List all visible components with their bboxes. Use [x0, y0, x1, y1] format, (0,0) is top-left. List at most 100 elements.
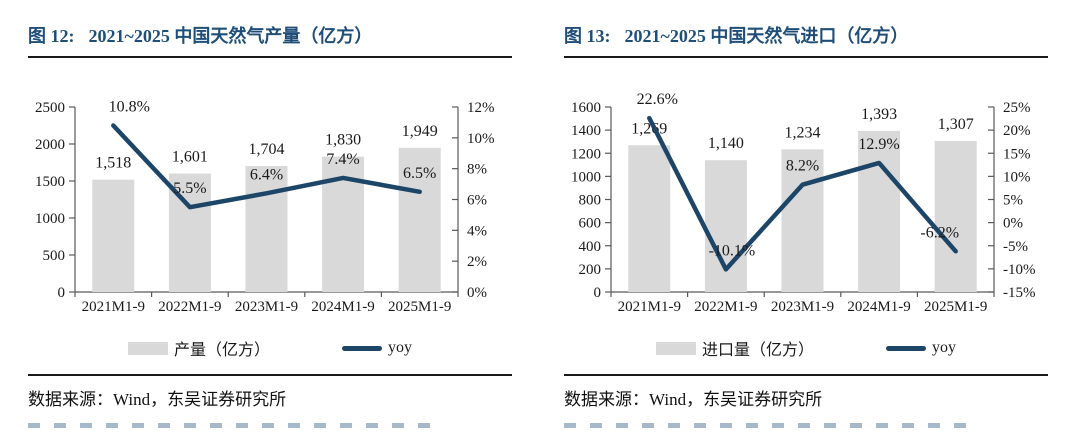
bar — [398, 147, 441, 292]
left-axis-label: 1000 — [35, 211, 65, 227]
figure-panel-production: 图 12: 2021~2025 中国天然气产量（亿方） 0 500 1000 1500 2… — [28, 24, 512, 428]
x-axis-label: 2022M1-9 — [694, 299, 757, 315]
left-axis-label: 1500 — [35, 174, 65, 190]
line-value-label: 6.4% — [250, 166, 283, 183]
bar-value-label: 1,601 — [172, 149, 208, 166]
line-value-label: 6.5% — [403, 165, 436, 182]
legend-item-bar: 产量（亿方） — [127, 336, 270, 360]
right-axis-label: 15% — [1003, 146, 1031, 162]
figure-title: 图 13: 2021~2025 中国天然气进口（亿方） — [564, 24, 1048, 49]
right-axis-label: 10% — [1003, 169, 1031, 185]
left-axis-label: 500 — [43, 248, 66, 264]
line-value-label: 8.2% — [786, 158, 819, 175]
bar-value-label: 1,140 — [708, 135, 744, 152]
bar-value-label: 1,949 — [402, 123, 438, 140]
legend-label-bar: 进口量（亿方） — [701, 342, 814, 359]
left-axis-label: 0 — [594, 285, 602, 301]
source-divider — [564, 374, 1048, 376]
left-axis-label: 2000 — [35, 137, 65, 153]
bar-value-label: 1,704 — [249, 141, 285, 158]
figure-number: 图 13: — [564, 26, 611, 46]
bar — [934, 140, 977, 292]
line-value-label: 5.5% — [173, 180, 206, 197]
x-axis-label: 2021M1-9 — [82, 299, 145, 315]
line-value-label: 10.8% — [109, 99, 150, 116]
x-axis-label: 2023M1-9 — [771, 299, 834, 315]
yoy-line — [647, 115, 958, 272]
figure-title: 图 12: 2021~2025 中国天然气产量（亿方） — [28, 24, 512, 49]
title-underline — [564, 56, 1048, 58]
left-axis-label: 1000 — [571, 169, 601, 185]
x-axis-label: 2024M1-9 — [847, 299, 910, 315]
left-axis-label: 200 — [579, 262, 602, 278]
production-combo-chart: 0 500 1000 1500 2000 2500 0% 2% 4% 6% 8% 10% 12% 2021… — [35, 99, 495, 316]
line-value-label: 12.9% — [858, 136, 899, 153]
left-axis-label: 1400 — [571, 123, 601, 139]
left-axis-label: 400 — [579, 239, 602, 255]
legend-label-line: yoy — [388, 339, 412, 356]
right-axis-label: -5% — [1003, 239, 1028, 255]
left-axis-label: 0 — [58, 285, 66, 301]
figure-title-text: 2021~2025 中国天然气产量（亿方） — [88, 26, 373, 46]
bar-swatch — [655, 341, 696, 355]
source-note: 数据来源：Wind，东吴证券研究所 — [28, 390, 287, 409]
right-axis-label: 8% — [467, 162, 487, 178]
figure-number: 图 12: — [28, 26, 75, 46]
x-axis-label: 2024M1-9 — [311, 299, 374, 315]
figure-title-text: 2021~2025 中国天然气进口（亿方） — [624, 26, 909, 46]
chart-legend: 产量（亿方） yoy — [28, 336, 512, 360]
imports-combo-chart: 0 200 400 600 800 1000 1200 1400 1600 -15% -10% -5%… — [571, 91, 1036, 315]
right-axis-label: 12% — [467, 100, 495, 116]
right-axis-label: 6% — [467, 193, 487, 209]
bar-value-label: 1,518 — [95, 155, 131, 172]
source-divider — [28, 374, 512, 376]
legend-label-bar: 产量（亿方） — [173, 342, 270, 359]
bar-value-label: 1,393 — [861, 106, 897, 123]
left-axis-label: 600 — [579, 216, 602, 232]
right-axis-label: 25% — [1003, 100, 1031, 116]
x-axis-label: 2025M1-9 — [924, 299, 987, 315]
right-axis-label: -10% — [1003, 262, 1036, 278]
legend-item-bar: 进口量（亿方） — [655, 336, 814, 360]
line-value-label: 7.4% — [326, 151, 359, 168]
line-swatch — [342, 345, 382, 351]
right-axis-label: 5% — [1003, 193, 1023, 209]
x-axis-label: 2023M1-9 — [235, 299, 298, 315]
bar — [92, 179, 135, 292]
bar — [628, 145, 671, 292]
right-axis-label: 0% — [1003, 216, 1023, 232]
legend-item-line: yoy — [342, 339, 412, 357]
right-axis-label: 10% — [467, 131, 495, 147]
cutoff-artifact — [564, 423, 981, 428]
source-note: 数据来源：Wind，东吴证券研究所 — [564, 390, 823, 409]
right-axis-label: 4% — [467, 223, 487, 239]
x-axis-label: 2021M1-9 — [618, 299, 681, 315]
legend-label-line: yoy — [932, 339, 956, 356]
cutoff-artifact — [28, 423, 445, 428]
right-axis-label: 20% — [1003, 123, 1031, 139]
chart-legend: 进口量（亿方） yoy — [564, 336, 1048, 360]
right-axis-label: 2% — [467, 254, 487, 270]
left-axis-label: 2500 — [35, 100, 65, 116]
bar-value-label: 1,234 — [785, 124, 821, 141]
report-figures-row: 图 12: 2021~2025 中国天然气产量（亿方） 0 500 1000 1500 2… — [28, 24, 1048, 428]
bar-swatch — [127, 341, 168, 355]
x-axis-label: 2025M1-9 — [388, 299, 451, 315]
line-value-label: -6.2% — [920, 224, 959, 241]
legend-item-line: yoy — [886, 339, 956, 357]
x-axis-label: 2022M1-9 — [158, 299, 221, 315]
yoy-line — [111, 123, 422, 210]
bar — [858, 130, 901, 292]
figure-panel-imports: 图 13: 2021~2025 中国天然气进口（亿方） 0 200 400 600 800… — [564, 24, 1048, 428]
right-axis-label: 0% — [467, 285, 487, 301]
bar-value-label: 1,307 — [938, 116, 974, 133]
bar — [245, 165, 288, 292]
bar-value-label: 1,830 — [325, 132, 361, 149]
line-swatch — [886, 345, 926, 351]
bar — [781, 149, 824, 292]
bar — [704, 160, 747, 292]
left-axis-label: 1600 — [571, 100, 601, 116]
title-underline — [28, 56, 512, 58]
left-axis-label: 1200 — [571, 146, 601, 162]
right-axis-label: -15% — [1003, 285, 1036, 301]
